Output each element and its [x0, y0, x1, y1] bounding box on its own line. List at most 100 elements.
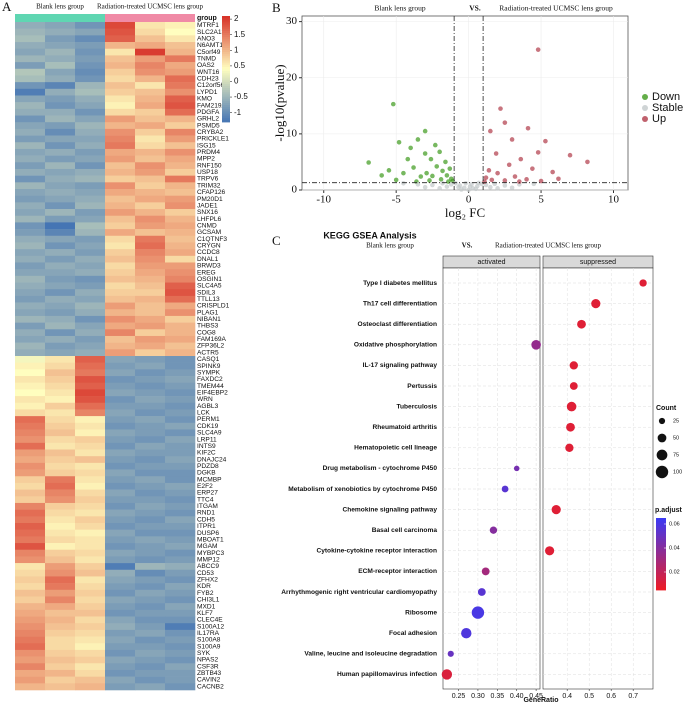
heat-cell [135, 75, 166, 83]
heat-cell [105, 402, 136, 410]
heat-cell [75, 155, 106, 163]
heat-cell [135, 235, 166, 243]
group-name: Radiation-treated UCMSC lens group [499, 4, 613, 13]
heat-cell [165, 402, 196, 410]
heat-cell [15, 195, 46, 203]
row-label: N6AMT1 [197, 42, 223, 49]
heat-cell [165, 342, 196, 350]
heat-cell [135, 663, 166, 671]
heat-cell [165, 496, 196, 504]
point [440, 168, 445, 174]
heat-cell [45, 502, 76, 510]
row-label: FAM219A [197, 102, 227, 109]
heat-cell [135, 436, 166, 444]
heat-cell [135, 168, 166, 176]
category-label: Valine, leucine and isoleucine degradati… [304, 651, 437, 658]
heat-cell [165, 523, 196, 530]
legend-label: 50 [673, 435, 679, 441]
group-bar [105, 14, 195, 22]
point [415, 182, 421, 187]
legend-dot [658, 417, 666, 425]
point [408, 145, 413, 151]
heat-cell [105, 95, 136, 103]
heat-cell [75, 516, 106, 524]
colorbar-segment [222, 54, 230, 57]
heat-cell [75, 402, 106, 410]
heat-cell [75, 509, 106, 517]
row-label: TMEM44 [197, 383, 224, 390]
heat-cell [135, 62, 166, 70]
heat-cell [105, 202, 136, 210]
heat-cell [75, 683, 106, 691]
heat-cell [75, 249, 106, 257]
heat-cell [165, 262, 196, 270]
heat-cell [15, 629, 46, 637]
point [543, 138, 548, 144]
heat-cell [45, 222, 76, 230]
colorbar-segment [222, 24, 230, 27]
heat-cell [105, 456, 136, 464]
heat-cell [15, 396, 46, 404]
heat-cell [165, 356, 196, 363]
facet-panel [442, 267, 541, 690]
row-label: TTC4 [197, 496, 214, 503]
heat-cell [135, 249, 166, 257]
heat-cell [165, 155, 196, 163]
heat-cell [135, 462, 166, 470]
heat-cell [165, 529, 196, 537]
dot [639, 279, 647, 287]
point [556, 176, 561, 182]
facet-label: activated [477, 259, 505, 266]
heat-cell [135, 596, 166, 604]
row-label: CAVIN2 [197, 677, 221, 684]
heat-cell [165, 396, 196, 404]
heat-cell [45, 202, 76, 210]
heat-cell [15, 115, 46, 123]
heat-cell [105, 182, 136, 190]
heat-cell [165, 442, 196, 450]
point [550, 169, 555, 175]
row-label: ABCC9 [197, 563, 219, 570]
heat-cell [45, 68, 76, 76]
row-label: CCDC8 [197, 249, 220, 256]
heat-cell [45, 442, 76, 450]
category-label: IL-17 signaling pathway [363, 362, 438, 369]
heat-cell [135, 389, 166, 397]
colorbar-label: 0.02 [669, 569, 680, 575]
row-label: MXD1 [197, 603, 216, 610]
heat-cell [75, 68, 106, 76]
row-label: CFAP126 [197, 189, 226, 196]
heat-cell [135, 509, 166, 517]
heat-cell [15, 449, 46, 457]
heat-cell [45, 482, 76, 490]
heat-cell [75, 663, 106, 671]
heat-cell [165, 122, 196, 130]
point [518, 156, 524, 162]
heat-cell [75, 496, 106, 504]
heat-cell [135, 42, 166, 50]
point [525, 125, 531, 131]
heat-cell [15, 489, 46, 497]
point [538, 178, 544, 184]
point [498, 106, 503, 111]
colorbar-segment [222, 73, 230, 76]
point [444, 173, 450, 178]
colorbar-segment [222, 113, 230, 117]
colorbar-segment [656, 532, 666, 535]
heat-cell [105, 422, 136, 430]
row-label: CDK19 [197, 423, 219, 430]
colorbar-segment [222, 22, 230, 25]
colorbar-segment [222, 111, 230, 114]
heat-cell [75, 469, 106, 477]
point [415, 137, 421, 142]
chart-title: KEGG GSEA Analysis [323, 230, 416, 240]
heat-cell [135, 182, 166, 190]
heat-cell [165, 629, 196, 637]
heat-cell [135, 356, 166, 363]
legend-label: 25 [673, 418, 679, 424]
x-tick-label: -5 [392, 194, 402, 206]
heat-cell [15, 349, 46, 357]
point [585, 159, 590, 165]
colorbar-label: 2 [234, 14, 239, 23]
colorbar-segment [222, 45, 230, 49]
